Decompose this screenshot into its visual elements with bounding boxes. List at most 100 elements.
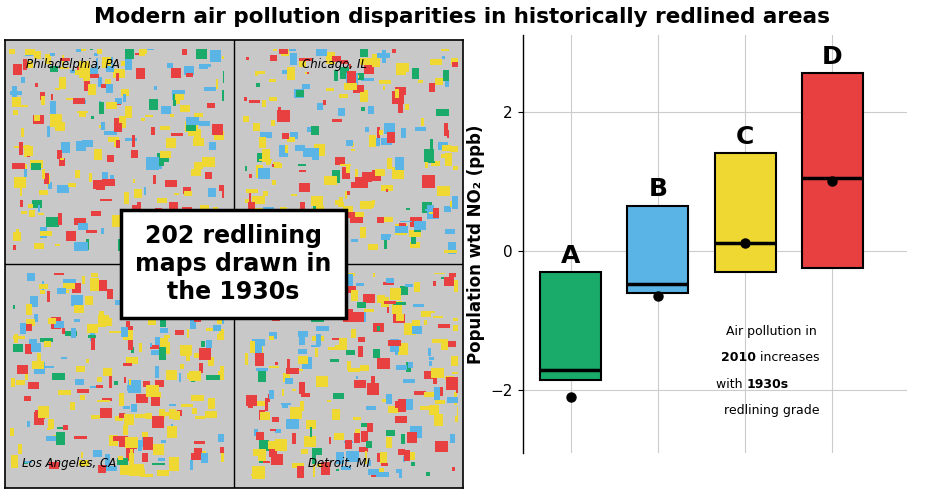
Bar [438, 142, 448, 150]
Bar [351, 289, 358, 301]
Text: D: D [822, 45, 843, 69]
Bar [387, 131, 396, 143]
Bar [347, 362, 352, 371]
Bar [453, 166, 458, 169]
Bar [359, 447, 368, 453]
Bar [169, 115, 175, 117]
Bar [24, 461, 28, 464]
Bar [70, 70, 79, 73]
Bar [360, 58, 372, 65]
Bar [357, 302, 366, 308]
Bar [125, 106, 132, 118]
Bar [346, 140, 352, 145]
Bar [540, 272, 601, 380]
Bar [154, 380, 165, 387]
Bar [27, 421, 30, 427]
Bar [106, 155, 114, 162]
Bar [160, 328, 168, 333]
Bar [381, 234, 391, 237]
Bar [219, 185, 225, 191]
Bar [202, 451, 206, 453]
Bar [341, 60, 348, 64]
Bar [282, 389, 284, 396]
Bar [245, 189, 258, 193]
Bar [264, 191, 267, 197]
Bar [223, 71, 225, 83]
Bar [329, 437, 331, 444]
Bar [399, 223, 406, 228]
Bar [310, 237, 320, 247]
Bar [136, 394, 148, 403]
Bar [100, 199, 112, 201]
Bar [400, 221, 413, 223]
Bar [63, 425, 68, 430]
Bar [222, 90, 225, 101]
Bar [198, 211, 204, 217]
Bar [339, 299, 342, 305]
Bar [340, 466, 351, 471]
Bar [269, 389, 274, 399]
Bar [307, 286, 315, 291]
Bar [223, 305, 225, 314]
Bar [204, 216, 207, 227]
Bar [94, 53, 98, 56]
Bar [146, 157, 159, 170]
Bar [56, 432, 65, 445]
Bar [191, 395, 204, 401]
Bar [10, 91, 22, 95]
Bar [387, 430, 395, 436]
Bar [179, 365, 184, 369]
Bar [298, 164, 305, 166]
Bar [112, 216, 125, 227]
Bar [345, 274, 353, 286]
Bar [360, 49, 368, 57]
Bar [83, 70, 90, 81]
Bar [802, 73, 863, 268]
Bar [161, 440, 166, 443]
Bar [64, 290, 69, 293]
Bar [372, 170, 381, 181]
Bar [191, 169, 202, 176]
Bar [126, 321, 130, 333]
Bar [143, 242, 155, 251]
Bar [110, 175, 114, 184]
Bar [427, 214, 439, 219]
Bar [262, 149, 270, 162]
Bar [282, 70, 287, 75]
Bar [105, 454, 109, 467]
Bar [377, 217, 384, 223]
Bar [97, 400, 110, 402]
Bar [381, 234, 389, 240]
Bar [248, 203, 255, 210]
Bar [312, 453, 315, 464]
Bar [54, 273, 64, 275]
Bar [269, 366, 279, 368]
Bar [405, 284, 413, 287]
Bar [146, 385, 159, 397]
Bar [25, 51, 33, 56]
Bar [249, 174, 252, 178]
Bar [275, 439, 287, 451]
Bar [301, 449, 308, 454]
Bar [47, 428, 51, 430]
Bar [55, 321, 64, 328]
Bar [96, 385, 104, 388]
Bar [299, 307, 304, 313]
Bar [109, 375, 113, 388]
Bar [159, 342, 170, 354]
Bar [216, 80, 218, 89]
Bar [32, 362, 44, 370]
Bar [421, 118, 425, 126]
Bar [395, 224, 407, 235]
Bar [254, 429, 258, 436]
Bar [151, 397, 160, 406]
Bar [66, 231, 76, 242]
Bar [166, 370, 177, 380]
Bar [170, 68, 181, 78]
Bar [381, 218, 393, 222]
Bar [180, 345, 192, 356]
Bar [332, 170, 340, 183]
Bar [302, 148, 313, 157]
Bar [360, 227, 366, 238]
Bar [101, 84, 107, 89]
